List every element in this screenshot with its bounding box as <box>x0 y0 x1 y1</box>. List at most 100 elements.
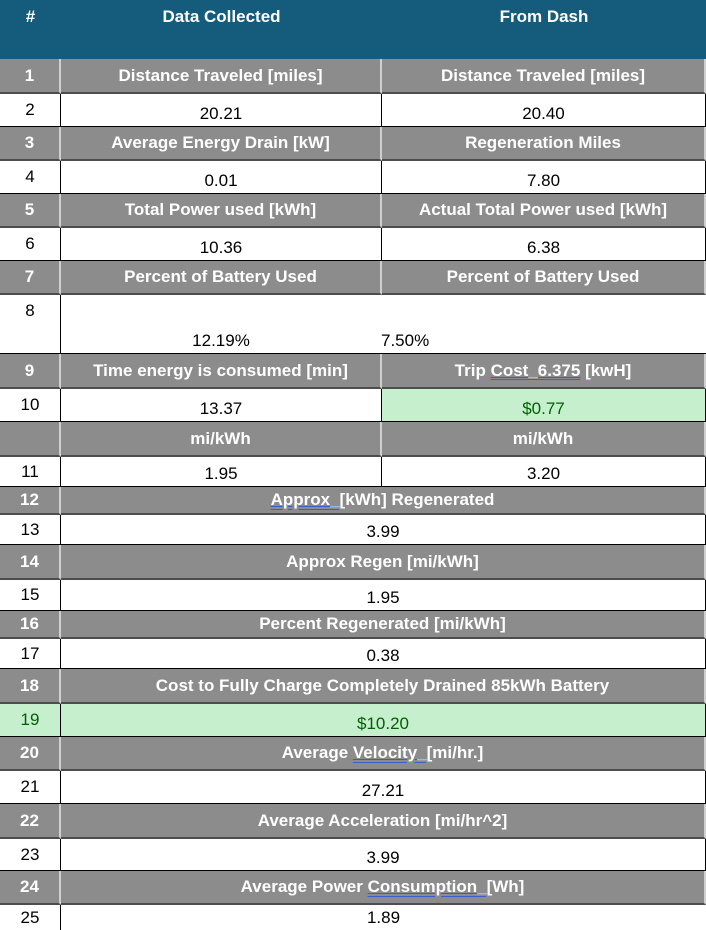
cell-value[interactable]: 12.19% <box>192 331 250 350</box>
row-number[interactable]: 8 <box>0 295 61 353</box>
row-number[interactable]: 14 <box>0 545 61 580</box>
cell-label[interactable]: Trip Cost_6.375 [kwH] <box>382 354 706 389</box>
cell-value[interactable]: 0.38 <box>61 639 706 669</box>
row-number[interactable]: 1 <box>0 59 61 94</box>
cell-label[interactable]: Approx_[kWh] Regenerated <box>61 487 706 515</box>
cell-value[interactable]: 20.21 <box>61 94 382 127</box>
table-row: 12 Approx_[kWh] Regenerated <box>0 487 706 515</box>
table-row: 5 Total Power used [kWh] Actual Total Po… <box>0 194 706 228</box>
header-from-dash[interactable]: From Dash <box>499 7 589 26</box>
table-row: 10 13.37 $0.77 <box>0 389 706 422</box>
table-row: 17 0.38 <box>0 639 706 669</box>
table-row: 24 Average Power Consumption_[Wh] <box>0 871 706 905</box>
cell-label[interactable]: Percent of Battery Used <box>61 261 382 295</box>
row-number[interactable]: 9 <box>0 354 61 389</box>
cell-label[interactable]: mi/kWh <box>382 422 706 457</box>
table-row: 18 Cost to Fully Charge Completely Drain… <box>0 669 706 704</box>
row-number[interactable]: 10 <box>0 389 61 422</box>
header-row: # Data Collected From Dash <box>0 0 706 59</box>
label-text: mi/hr.] <box>432 743 484 762</box>
cell-value[interactable]: 3.99 <box>61 515 706 545</box>
table-row: 9 Time energy is consumed [min] Trip Cos… <box>0 354 706 389</box>
table-row: 8 12.19% 7.50% <box>0 295 706 354</box>
cell-label[interactable]: Average Energy Drain [kW] <box>61 127 382 161</box>
row-number[interactable] <box>0 422 61 457</box>
row-number[interactable]: 23 <box>0 839 61 871</box>
cell-value[interactable]: 20.40 <box>382 94 706 127</box>
row-number[interactable]: 16 <box>0 611 61 639</box>
cell-value[interactable]: 27.21 <box>61 771 706 804</box>
table-row: mi/kWh mi/kWh <box>0 422 706 457</box>
label-text: Wh] <box>492 877 525 896</box>
row-number[interactable]: 2 <box>0 94 61 127</box>
label-text-underlined: Cost_6.375 <box>490 360 581 380</box>
cell-label[interactable]: Distance Traveled [miles] <box>61 59 382 94</box>
row-number[interactable]: 7 <box>0 261 61 295</box>
cell-label[interactable]: Percent of Battery Used <box>382 261 706 295</box>
label-text: kWh] Regenerated <box>345 490 495 509</box>
trip-cost-value[interactable]: $0.77 <box>382 389 706 422</box>
row-number[interactable]: 20 <box>0 737 61 771</box>
cell-label[interactable]: mi/kWh <box>61 422 382 457</box>
row-number[interactable]: 15 <box>0 580 61 611</box>
row-number[interactable]: 12 <box>0 487 61 515</box>
row-number[interactable]: 3 <box>0 127 61 161</box>
cell-value[interactable]: 7.50% <box>381 331 430 350</box>
label-text-underlined: Velocity_[ <box>352 743 433 762</box>
table-row: 14 Approx Regen [mi/kWh] <box>0 545 706 580</box>
label-text-underlined: Consumption_[ <box>367 877 493 896</box>
cell-value[interactable]: 3.20 <box>382 457 706 487</box>
table-row: 15 1.95 <box>0 580 706 611</box>
cell-value[interactable]: 3.99 <box>61 839 706 871</box>
cell-label[interactable]: Average Power Consumption_[Wh] <box>61 871 706 905</box>
row-number[interactable]: 5 <box>0 194 61 228</box>
cell-value[interactable]: 7.80 <box>382 161 706 194</box>
empty-cell[interactable] <box>476 295 706 353</box>
table-row: 6 10.36 6.38 <box>0 228 706 261</box>
table-row: 4 0.01 7.80 <box>0 161 706 194</box>
row-number[interactable]: 13 <box>0 515 61 545</box>
header-num[interactable]: # <box>25 7 36 26</box>
cell-label[interactable]: Distance Traveled [miles] <box>382 59 706 94</box>
table-row: 25 1.89 <box>0 905 706 930</box>
cell-label[interactable]: Cost to Fully Charge Completely Drained … <box>61 669 706 704</box>
row-number[interactable]: 21 <box>0 771 61 804</box>
cell-value[interactable]: 13.37 <box>61 389 382 422</box>
cell-value[interactable]: 1.95 <box>61 580 706 611</box>
cell-value[interactable]: 6.38 <box>382 228 706 261</box>
table-row: 3 Average Energy Drain [kW] Regeneration… <box>0 127 706 161</box>
row-number[interactable]: 19 <box>0 704 61 737</box>
label-text: Average Power <box>240 877 368 896</box>
cell-label[interactable]: Regeneration Miles <box>382 127 706 161</box>
table-row: 19 $10.20 <box>0 704 706 737</box>
row-number[interactable]: 4 <box>0 161 61 194</box>
cell-label[interactable]: Average Acceleration [mi/hr^2] <box>61 804 706 839</box>
row-number[interactable]: 22 <box>0 804 61 839</box>
row-number[interactable]: 24 <box>0 871 61 905</box>
table-row: 2 20.21 20.40 <box>0 94 706 127</box>
header-data-collected[interactable]: Data Collected <box>162 7 281 26</box>
cell-label[interactable]: Average Velocity_[mi/hr.] <box>61 737 706 771</box>
cell-label[interactable]: Total Power used [kWh] <box>61 194 382 228</box>
cell-value[interactable]: 1.89 <box>366 907 401 927</box>
row-number[interactable]: 25 <box>0 905 61 930</box>
full-charge-cost-value[interactable]: $10.20 <box>61 704 706 737</box>
label-text: [kwH] <box>580 360 632 380</box>
cell-label[interactable]: Percent Regenerated [mi/kWh] <box>61 611 706 639</box>
cell-label[interactable]: Approx Regen [mi/kWh] <box>61 545 706 580</box>
row-number[interactable]: 17 <box>0 639 61 669</box>
row-number[interactable]: 6 <box>0 228 61 261</box>
cell-label[interactable]: Actual Total Power used [kWh] <box>382 194 706 228</box>
cell-value[interactable]: 0.01 <box>61 161 382 194</box>
table-row: 16 Percent Regenerated [mi/kWh] <box>0 611 706 639</box>
cell-label[interactable]: Time energy is consumed [min] <box>61 354 382 389</box>
cell-value[interactable]: 10.36 <box>61 228 382 261</box>
table-row: 22 Average Acceleration [mi/hr^2] <box>0 804 706 839</box>
table-row: 1 Distance Traveled [miles] Distance Tra… <box>0 59 706 94</box>
cell-value[interactable]: 1.95 <box>61 457 382 487</box>
label-text: Average <box>281 743 353 762</box>
row-number[interactable]: 18 <box>0 669 61 704</box>
row-number[interactable]: 11 <box>0 457 61 487</box>
table-row: 21 27.21 <box>0 771 706 804</box>
